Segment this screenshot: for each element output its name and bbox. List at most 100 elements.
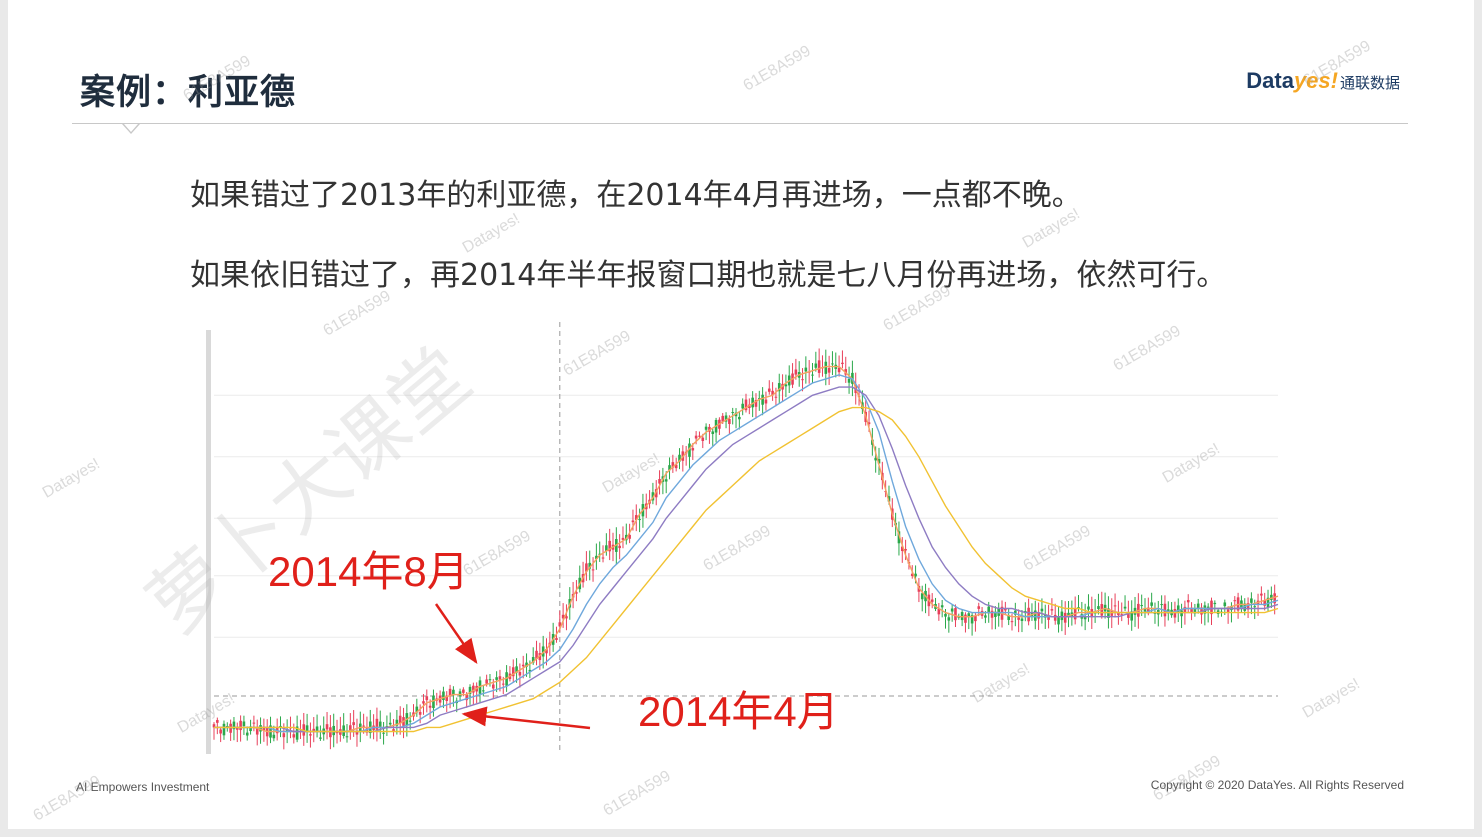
arrow-aug-2014 xyxy=(434,603,478,665)
candle-body xyxy=(309,734,312,736)
candle-body xyxy=(841,362,844,365)
candle-body xyxy=(555,638,558,641)
candle-body xyxy=(1027,607,1030,622)
candle-body xyxy=(1060,611,1064,621)
candle-body xyxy=(242,721,246,727)
candle-body xyxy=(388,722,392,725)
candle-body xyxy=(229,723,232,733)
candle-body xyxy=(711,431,715,435)
candle-body xyxy=(910,573,914,577)
candle-body xyxy=(1243,603,1247,611)
candle-body xyxy=(442,691,445,701)
candle-body xyxy=(485,679,488,684)
candle-body xyxy=(212,724,216,728)
candle-body xyxy=(744,399,748,411)
candle-body xyxy=(1113,605,1117,607)
candle-body xyxy=(1033,610,1037,621)
candle-body xyxy=(904,548,907,551)
candle-body xyxy=(1087,606,1090,610)
candle-body xyxy=(445,695,449,701)
candle-body xyxy=(1186,600,1190,603)
candle-body xyxy=(1120,614,1124,616)
candle-body xyxy=(418,711,422,715)
candle-body xyxy=(1127,612,1130,618)
candle-body xyxy=(1223,602,1227,607)
candle-body xyxy=(987,606,991,614)
candle-body xyxy=(944,613,947,617)
candle-body xyxy=(721,415,725,422)
arrow-apr-2014 xyxy=(461,706,591,730)
candle-body xyxy=(831,363,834,365)
candle-body xyxy=(774,396,778,398)
candle-body xyxy=(292,734,296,738)
divider-notch-inner xyxy=(124,124,138,132)
candle-body xyxy=(1014,610,1017,615)
candle-body xyxy=(1037,612,1040,619)
candle-body xyxy=(505,672,508,686)
footer-tagline: AI Empowers Investment xyxy=(76,780,210,794)
stock-chart xyxy=(206,322,1279,754)
candle-body xyxy=(867,422,871,425)
candle-body xyxy=(1180,610,1183,617)
candle-body xyxy=(219,729,222,734)
candle-body xyxy=(259,725,262,732)
candle-body xyxy=(654,489,658,498)
candle-body xyxy=(472,685,475,693)
candle-body xyxy=(1010,621,1014,623)
candle-body xyxy=(375,718,379,730)
ma60-line xyxy=(214,406,1279,733)
candle-body xyxy=(847,378,851,383)
body-line-2: 如果依旧错过了，再2014年半年报窗口期也就是七八月份再进场，依然可行。 xyxy=(190,258,1227,293)
candle-body xyxy=(1233,600,1237,602)
candle-body xyxy=(804,367,808,372)
candle-body xyxy=(245,732,249,736)
candle-body xyxy=(545,649,548,654)
candle-body xyxy=(595,555,598,559)
candle-body xyxy=(1253,606,1257,608)
candle-body xyxy=(1067,612,1070,616)
candle-body xyxy=(731,412,734,414)
candle-body xyxy=(1203,605,1207,614)
candle-body xyxy=(501,683,505,685)
candle-body xyxy=(801,379,804,381)
candle-body xyxy=(1160,604,1163,606)
candle-body xyxy=(1193,609,1197,614)
candle-body xyxy=(349,725,352,731)
candle-body xyxy=(335,732,339,734)
candle-body xyxy=(688,443,691,457)
candle-body xyxy=(498,676,502,680)
candle-body xyxy=(319,737,322,739)
candle-body xyxy=(1260,593,1263,596)
candle-body xyxy=(784,384,788,387)
logo-brand-a: Data xyxy=(1246,68,1294,93)
candle-body xyxy=(817,360,821,373)
candle-body xyxy=(704,426,708,430)
candle-body xyxy=(272,734,276,739)
candle-body xyxy=(674,464,678,469)
candle-body xyxy=(964,614,967,623)
candle-body xyxy=(631,520,635,523)
candle-body xyxy=(1057,617,1060,625)
candle-body xyxy=(398,715,402,724)
candle-body xyxy=(325,724,329,730)
candle-body xyxy=(395,719,399,726)
candle-body xyxy=(1250,598,1253,603)
candle-body xyxy=(262,726,266,731)
candle-body xyxy=(691,448,695,451)
candle-body xyxy=(970,615,974,624)
body-line-1: 如果错过了2013年的利亚德，在2014年4月再进场，一点都不晚。 xyxy=(190,178,1082,213)
candle-body xyxy=(528,669,532,672)
candle-body xyxy=(1020,618,1024,621)
candle-body xyxy=(362,725,365,727)
datayes-logo: Datayes! 通联数据 xyxy=(1246,68,1400,94)
candle-body xyxy=(365,728,369,733)
candle-body xyxy=(355,730,359,735)
candle-body xyxy=(874,457,877,461)
candle-body xyxy=(754,400,758,407)
candle-body xyxy=(332,725,335,736)
candle-body xyxy=(1007,615,1010,621)
candle-body xyxy=(558,622,562,627)
candle-body xyxy=(1273,593,1276,604)
candle-body xyxy=(216,720,219,723)
candle-body xyxy=(285,729,289,732)
